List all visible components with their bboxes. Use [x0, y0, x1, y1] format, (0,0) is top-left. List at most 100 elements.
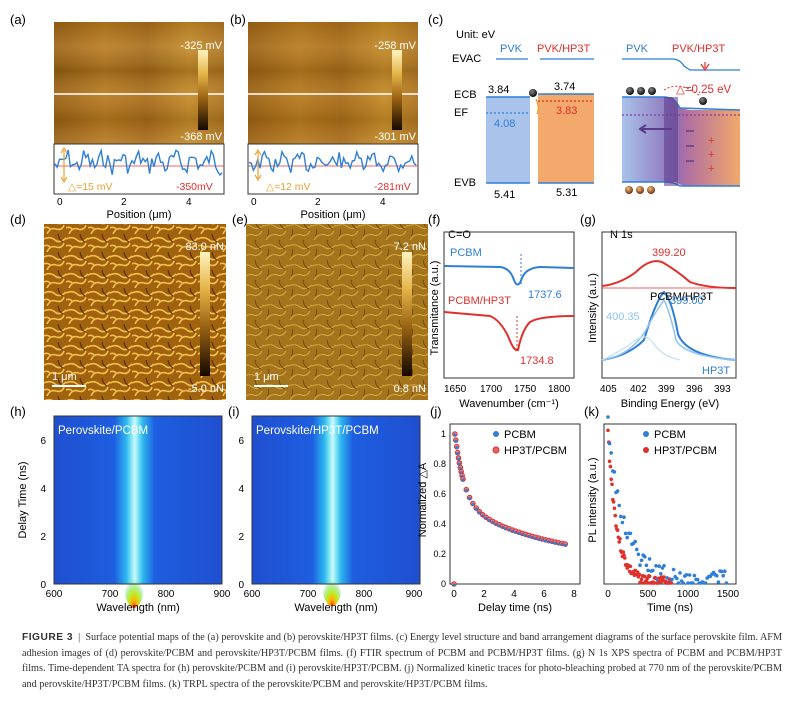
hole-icon [647, 186, 655, 194]
svg-text:800: 800 [158, 589, 175, 600]
panel-g-xlabel: Binding Energy (eV) [621, 398, 719, 410]
figure-3: (a) -325 mV -368 mV -350mV △=15 mV 0 2 4… [10, 12, 741, 614]
panel-b-colorbar [392, 50, 402, 130]
caption-text: Surface potential maps of the (a) perovs… [22, 632, 783, 690]
panel-k-point [637, 572, 641, 577]
svg-text:900: 900 [406, 589, 423, 600]
panel-k-point [659, 572, 663, 576]
panel-b-top-value: -258 mV [374, 40, 416, 52]
panel-i-map [252, 416, 420, 584]
panel-k-point [716, 580, 721, 584]
panel-k-point [719, 569, 724, 574]
svg-text:1: 1 [441, 429, 446, 439]
panel-k-series1-label: PCBM [654, 429, 686, 441]
panel-c-letter: (c) [428, 12, 443, 27]
panel-k-legend-marker-2 [643, 447, 649, 453]
panel-g-series2-line [601, 290, 737, 361]
panel-b-xlabel: Position (μm) [300, 209, 365, 221]
panel-b-profile-frame [247, 143, 419, 195]
panel-c-ecb: ECB [454, 89, 477, 101]
panel-f-frame [443, 231, 575, 379]
svg-text:4: 4 [238, 484, 244, 495]
panel-k-point [635, 547, 639, 552]
panel-j-point [456, 457, 461, 461]
panel-g-peak1: 399.20 [652, 247, 686, 259]
panel-f-xlabel: Wavenumber (cm⁻¹) [459, 398, 559, 410]
transfer-arrow-icon [535, 98, 539, 115]
panel-k-point [607, 441, 612, 446]
panel-c-hp3t-ef: 3.83 [556, 105, 577, 117]
panel-a-profile-line [54, 147, 223, 176]
svg-text:6: 6 [40, 436, 46, 447]
panel-h-xlabel: Wavelength (nm) [96, 602, 179, 614]
panel-c-evac: EVAC [452, 53, 481, 65]
left-arrow-icon [638, 124, 672, 134]
panel-d-afm-image [44, 224, 226, 400]
panel-c-evb: EVB [454, 177, 476, 189]
panel-k-point [646, 568, 650, 573]
panel-a-letter: (a) [10, 12, 26, 27]
panel-k-point [623, 556, 627, 560]
panel-k-point [639, 580, 643, 585]
svg-text:900: 900 [214, 589, 231, 600]
panel-k-point [612, 470, 617, 474]
panel-k-point [638, 563, 642, 567]
panel-g-frame [601, 231, 737, 379]
panel-f-peak1: 1737.6 [528, 289, 562, 301]
panel-d-top-value: 83.0 nN [185, 241, 224, 253]
panel-j-xlabel: Delay time (ns) [478, 602, 552, 614]
panel-c-ef: EF [454, 107, 468, 119]
svg-text:500: 500 [640, 589, 657, 600]
panel-g-ylabel: Intensity (a.u.) [587, 273, 599, 343]
electron-icon [648, 87, 656, 95]
svg-text:700: 700 [102, 589, 119, 600]
panel-e-colorbar [402, 252, 412, 376]
panel-g-label: N 1s [610, 229, 633, 241]
svg-text:0: 0 [238, 580, 244, 591]
panel-a: (a) -325 mV -368 mV -350mV △=15 mV 0 2 4… [10, 12, 225, 221]
svg-text:1700: 1700 [480, 384, 503, 395]
hole-icon [625, 186, 633, 194]
panel-k-point [684, 573, 689, 577]
panel-k-point [723, 569, 727, 573]
panel-i-xlabel: Wavelength (nm) [294, 602, 377, 614]
panel-k-point [647, 574, 652, 579]
svg-text:1650: 1650 [444, 384, 467, 395]
panel-k-point [670, 577, 674, 582]
svg-text:0: 0 [57, 197, 63, 208]
panel-g-series1-label: PCBM/HP3T [650, 291, 713, 303]
panel-c-hp3t-vb: 5.31 [556, 187, 577, 199]
electron-icon [529, 89, 537, 97]
panel-j-ylabel: Normalized △A [417, 462, 429, 537]
panel-k-legend-marker-1 [643, 431, 649, 437]
svg-text:0.4: 0.4 [433, 519, 446, 529]
panel-k-point [617, 540, 621, 544]
panel-h-ylabel: Delay Time (ns) [17, 461, 29, 538]
panel-k-point [687, 573, 692, 577]
panel-i-title: Perovskite/HP3T/PCBM [256, 425, 379, 437]
panel-k-point [609, 477, 613, 482]
panel-k-point [615, 489, 620, 493]
panel-k-point [636, 552, 641, 557]
panel-k-point [643, 555, 647, 559]
svg-text:600: 600 [244, 589, 261, 600]
panel-f: (f) C=O Transmitance (a.u.) PCBM PCBM/HP… [428, 212, 575, 410]
panel-k-point [607, 459, 612, 464]
panel-d-letter: (d) [10, 212, 26, 227]
panel-e-top-value: 7.2 nN [394, 241, 426, 253]
svg-text:396: 396 [686, 384, 703, 395]
panel-a-top-value: -325 mV [180, 40, 222, 52]
panel-c-hp3t-cb: 3.74 [554, 81, 575, 93]
panel-k-point [681, 581, 685, 585]
panel-k-point [613, 513, 617, 518]
panel-b-delta: △=12 mV [266, 181, 311, 193]
separator: | [75, 632, 83, 643]
svg-text:2: 2 [481, 589, 487, 600]
panel-k-point [686, 581, 690, 585]
panel-k-point [678, 571, 682, 575]
svg-text:2: 2 [238, 532, 244, 543]
panel-k-point [615, 528, 620, 532]
svg-text:0.2: 0.2 [433, 549, 446, 559]
panel-c-pvk-vb: 5.41 [494, 189, 515, 201]
down-arrow-icon [700, 62, 710, 72]
